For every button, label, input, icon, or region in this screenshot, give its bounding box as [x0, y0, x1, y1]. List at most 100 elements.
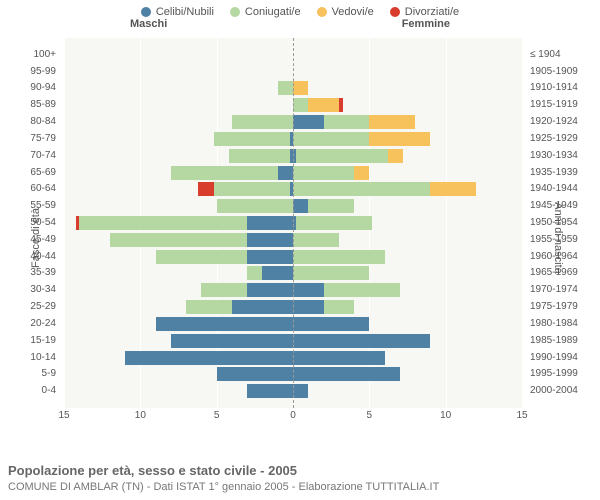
bar-segment-male [232, 300, 293, 314]
legend-item: Vedovi/e [317, 6, 374, 18]
bar-segment-female [293, 283, 324, 297]
bar-segment-male [214, 132, 290, 146]
bar-segment-male [278, 166, 293, 180]
age-label: 95-99 [8, 65, 56, 79]
age-label: 40-44 [8, 250, 56, 264]
age-label: 100+ [8, 48, 56, 62]
age-label: 90-94 [8, 81, 56, 95]
bar-segment-female [293, 317, 369, 331]
bar-segment-female [339, 98, 344, 112]
bar-segment-female [388, 149, 403, 163]
bar-segment-male [262, 266, 293, 280]
bar-segment-male [79, 216, 247, 230]
bar-segment-female [308, 98, 339, 112]
birth-year-label: 1935-1939 [530, 166, 592, 180]
birth-year-label: ≤ 1904 [530, 48, 592, 62]
x-tick: 10 [135, 410, 146, 421]
legend-item: Celibi/Nubili [141, 6, 214, 18]
legend-label: Celibi/Nubili [156, 6, 214, 18]
birth-year-label: 1955-1959 [530, 233, 592, 247]
birth-year-label: 1995-1999 [530, 367, 592, 381]
bar-segment-male [232, 115, 293, 129]
column-headers: Maschi Femmine [0, 18, 600, 38]
chart-footer: Popolazione per età, sesso e stato civil… [8, 463, 439, 494]
bar-segment-female [369, 132, 430, 146]
age-label: 45-49 [8, 233, 56, 247]
birth-year-label: 1960-1964 [530, 250, 592, 264]
males-header: Maschi [130, 18, 167, 30]
age-label: 5-9 [8, 367, 56, 381]
bar-segment-male [247, 384, 293, 398]
birth-year-label: 1905-1909 [530, 65, 592, 79]
legend-label: Coniugati/e [245, 6, 301, 18]
birth-year-label: 1965-1969 [530, 266, 592, 280]
age-label: 20-24 [8, 317, 56, 331]
bar-segment-female [293, 81, 308, 95]
x-tick: 0 [290, 410, 296, 421]
birth-year-label: 1910-1914 [530, 81, 592, 95]
bar-segment-female [293, 98, 308, 112]
bar-segment-female [293, 351, 385, 365]
bar-segment-female [293, 166, 354, 180]
bar-segment-female [354, 166, 369, 180]
age-label: 60-64 [8, 182, 56, 196]
bar-segment-female [293, 132, 369, 146]
legend-dot [141, 7, 151, 17]
bar-segment-female [293, 233, 339, 247]
legend-item: Coniugati/e [230, 6, 301, 18]
bar-segment-female [293, 182, 430, 196]
birth-year-label: 1925-1929 [530, 132, 592, 146]
age-label: 75-79 [8, 132, 56, 146]
bar-segment-male [278, 81, 293, 95]
x-tick: 15 [516, 410, 527, 421]
bar-segment-female [430, 182, 476, 196]
bar-segment-male [247, 266, 262, 280]
age-label: 0-4 [8, 384, 56, 398]
bar-segment-male [229, 149, 290, 163]
birth-tick-labels: 2000-20041995-19991990-19941985-19891980… [526, 38, 592, 408]
bar-segment-male [247, 250, 293, 264]
bar-segment-male [171, 334, 293, 348]
bar-segment-female [293, 115, 324, 129]
chart-title: Popolazione per età, sesso e stato civil… [8, 463, 439, 480]
birth-year-label: 1950-1954 [530, 216, 592, 230]
bar-segment-female [293, 300, 324, 314]
birth-year-label: 1915-1919 [530, 98, 592, 112]
birth-year-label: 1920-1924 [530, 115, 592, 129]
age-label: 55-59 [8, 199, 56, 213]
age-label: 80-84 [8, 115, 56, 129]
females-header: Femmine [402, 18, 450, 30]
bar-segment-male [217, 199, 293, 213]
bar-segment-male [247, 233, 293, 247]
bar-segment-male [156, 250, 248, 264]
birth-year-label: 1980-1984 [530, 317, 592, 331]
age-label: 15-19 [8, 334, 56, 348]
bar-segment-female [308, 199, 354, 213]
age-label: 50-54 [8, 216, 56, 230]
bar-segment-male [201, 283, 247, 297]
bar-segment-female [293, 384, 308, 398]
age-tick-labels: 0-45-910-1415-1920-2425-2930-3435-3940-4… [8, 38, 60, 408]
birth-year-label: 1930-1934 [530, 149, 592, 163]
birth-year-label: 1945-1949 [530, 199, 592, 213]
age-label: 85-89 [8, 98, 56, 112]
bar-segment-male [247, 283, 293, 297]
birth-year-label: 2000-2004 [530, 384, 592, 398]
bar-segment-female [369, 115, 415, 129]
age-label: 10-14 [8, 351, 56, 365]
bar-segment-female [293, 367, 400, 381]
bar-segment-male [156, 317, 293, 331]
legend-label: Divorziati/e [405, 6, 459, 18]
age-label: 35-39 [8, 266, 56, 280]
bar-segment-male [186, 300, 232, 314]
legend-dot [390, 7, 400, 17]
birth-year-label: 1975-1979 [530, 300, 592, 314]
plot-area [64, 38, 522, 408]
x-tick: 5 [367, 410, 373, 421]
legend: Celibi/Nubili Coniugati/e Vedovi/e Divorzia… [0, 0, 600, 18]
age-label: 65-69 [8, 166, 56, 180]
bar-segment-male [125, 351, 293, 365]
bar-segment-male [198, 182, 213, 196]
bar-segment-female [324, 115, 370, 129]
birth-year-label: 1940-1944 [530, 182, 592, 196]
